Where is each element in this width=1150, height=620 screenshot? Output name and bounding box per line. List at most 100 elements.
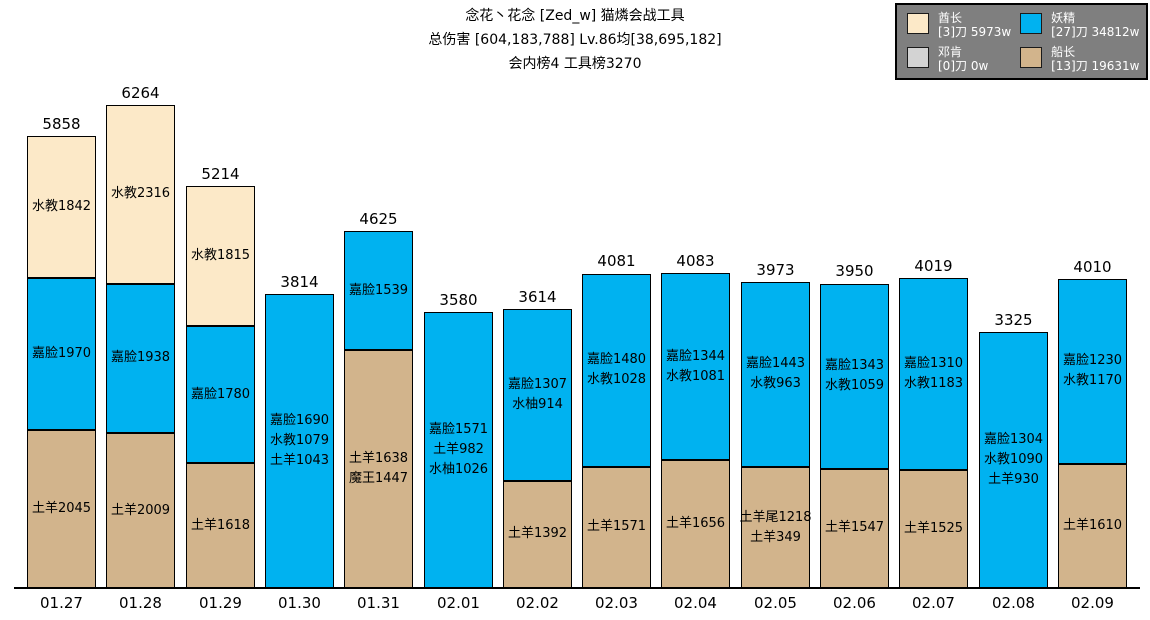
bar-segment-captain: 土羊1618 <box>186 463 255 588</box>
x-tick-label: 02.05 <box>754 594 797 612</box>
segment-label: 魔王1447 <box>348 471 409 487</box>
bar-segment-fairy: 嘉脸1230 水教1170 <box>1058 278 1127 464</box>
segment-label: 嘉脸1970 <box>31 346 92 362</box>
x-tick-label: 02.07 <box>912 594 955 612</box>
x-tick-label: 01.29 <box>199 594 242 612</box>
bar-total-label: 4083 <box>676 252 715 271</box>
bar-segment-captain: 土羊1638 魔王1447 <box>344 350 413 588</box>
segment-label: 土羊1571 <box>586 519 647 535</box>
bar-total-label: 3614 <box>518 288 557 307</box>
x-tick-label: 02.04 <box>674 594 717 612</box>
legend: 酋长 [3]刀 5973w 妖精 [27]刀 34812w 邓肯 [0]刀 0w… <box>895 3 1148 80</box>
bar-total-label: 4010 <box>1073 257 1112 276</box>
chart-title: 念花丶花念 [Zed_w] 猫燐会战工具 <box>465 8 685 24</box>
segment-label: 水教1059 <box>824 378 885 394</box>
chart-subtitle-total-damage: 总伤害 [604,183,788] Lv.86均[38,695,182] <box>428 32 722 48</box>
bar-segment-fairy: 嘉脸1690 水教1079 土羊1043 <box>265 293 334 588</box>
legend-item-captain: 船长 [13]刀 19631w <box>1020 45 1140 73</box>
segment-label: 嘉脸1230 <box>1062 353 1123 369</box>
segment-label: 嘉脸1480 <box>586 352 647 368</box>
segment-label: 土羊1656 <box>665 516 726 532</box>
segment-label: 土羊1043 <box>269 452 330 468</box>
segment-label: 水柚1026 <box>428 461 489 477</box>
bar-segment-chieftain: 水教1815 <box>186 186 255 326</box>
bar-total-label: 3580 <box>439 290 478 309</box>
x-tick-label: 02.09 <box>1071 594 1114 612</box>
bar-segment-captain: 土羊1610 <box>1058 463 1127 588</box>
bar-total-label: 5214 <box>201 165 240 183</box>
bar-total-label: 4625 <box>359 210 398 229</box>
segment-label: 土羊尾1218 <box>739 509 812 525</box>
legend-swatch-fairy <box>1020 13 1043 34</box>
segment-label: 土羊2045 <box>31 501 92 517</box>
bar-segment-fairy: 嘉脸1304 水教1090 土羊930 <box>979 331 1048 588</box>
segment-label: 嘉脸1307 <box>507 377 568 393</box>
bar-segment-chieftain: 水教2316 <box>106 105 175 284</box>
segment-label: 水教1183 <box>903 376 964 392</box>
legend-detail-chieftain: [3]刀 5973w <box>938 25 1012 39</box>
bar-segment-captain: 土羊1547 <box>820 468 889 588</box>
bar-segment-fairy: 嘉脸1480 水教1028 <box>582 273 651 467</box>
bar-segment-fairy: 嘉脸1344 水教1081 <box>661 273 730 461</box>
bar-segment-fairy: 嘉脸1780 <box>186 326 255 464</box>
x-tick-label: 01.28 <box>119 594 162 612</box>
bar-total-label: 6264 <box>121 84 160 103</box>
segment-label: 嘉脸1304 <box>983 431 1044 447</box>
segment-label: 土羊1392 <box>507 526 568 542</box>
legend-label-duncan: 邓肯 <box>938 45 963 59</box>
bar-total-label: 4019 <box>914 257 953 276</box>
legend-swatch-duncan <box>907 47 929 68</box>
bar-segment-captain: 土羊尾1218 土羊349 <box>739 467 812 588</box>
legend-item-chieftain: 酋长 [3]刀 5973w <box>907 11 1014 39</box>
segment-label: 水教1842 <box>31 199 92 215</box>
segment-label: 嘉脸1690 <box>269 412 330 428</box>
segment-label: 土羊1547 <box>824 520 885 536</box>
segment-label: 水教1028 <box>586 372 647 388</box>
segment-label: 土羊2009 <box>110 502 171 518</box>
chart-title-block: 念花丶花念 [Zed_w] 猫燐会战工具 总伤害 [604,183,788] L… <box>0 4 1150 76</box>
segment-label: 嘉脸1343 <box>824 358 885 374</box>
bar-segment-captain: 土羊1525 <box>899 470 968 588</box>
legend-detail-fairy: [27]刀 34812w <box>1051 25 1140 39</box>
segment-label: 水教1090 <box>983 451 1044 467</box>
bar-total-label: 4081 <box>597 252 636 271</box>
bar-segment-fairy: 嘉脸1343 水教1059 <box>820 283 889 469</box>
bar-total-label: 3814 <box>280 272 319 291</box>
x-tick-label: 01.31 <box>357 594 400 612</box>
segment-label: 土羊1610 <box>1062 517 1123 533</box>
segment-label: 嘉脸1938 <box>110 350 171 366</box>
legend-label-captain: 船长 <box>1051 45 1076 59</box>
segment-label: 嘉脸1310 <box>903 356 964 372</box>
segment-label: 嘉脸1443 <box>745 356 806 372</box>
bar-segment-fairy: 嘉脸1539 <box>344 231 413 351</box>
segment-label: 土羊1638 <box>348 451 409 467</box>
x-tick-label: 02.06 <box>833 594 876 612</box>
bar-total-label: 5858 <box>42 115 81 134</box>
bar-segment-captain: 土羊1656 <box>661 460 730 588</box>
legend-swatch-chieftain <box>907 13 929 34</box>
bar-segment-fairy: 嘉脸1571 土羊982 水柚1026 <box>424 311 493 588</box>
segment-label: 水教1079 <box>269 432 330 448</box>
legend-label-chieftain: 酋长 <box>938 11 963 25</box>
legend-detail-captain: [13]刀 19631w <box>1051 59 1140 73</box>
bar-segment-fairy: 嘉脸1970 <box>27 278 96 431</box>
segment-label: 土羊349 <box>750 529 801 545</box>
bar-segment-captain: 土羊2045 <box>27 430 96 588</box>
segment-label: 水教1170 <box>1062 373 1123 389</box>
segment-label: 嘉脸1571 <box>428 421 489 437</box>
bar-segment-captain: 土羊1571 <box>582 466 651 588</box>
chart-subtitle-rank: 会内榜4 工具榜3270 <box>508 56 642 72</box>
segment-label: 水教963 <box>750 376 801 392</box>
legend-item-fairy: 妖精 [27]刀 34812w <box>1020 11 1140 39</box>
segment-label: 嘉脸1344 <box>665 348 726 364</box>
bar-total-label: 3950 <box>835 262 874 281</box>
segment-label: 水教1081 <box>665 368 726 384</box>
x-tick-label: 01.27 <box>40 594 83 612</box>
x-tick-label: 02.02 <box>516 594 559 612</box>
segment-label: 水教1815 <box>190 248 251 264</box>
bar-total-label: 3325 <box>994 310 1033 329</box>
bar-segment-fairy: 嘉脸1307 水柚914 <box>503 309 572 481</box>
segment-label: 土羊930 <box>988 471 1039 487</box>
